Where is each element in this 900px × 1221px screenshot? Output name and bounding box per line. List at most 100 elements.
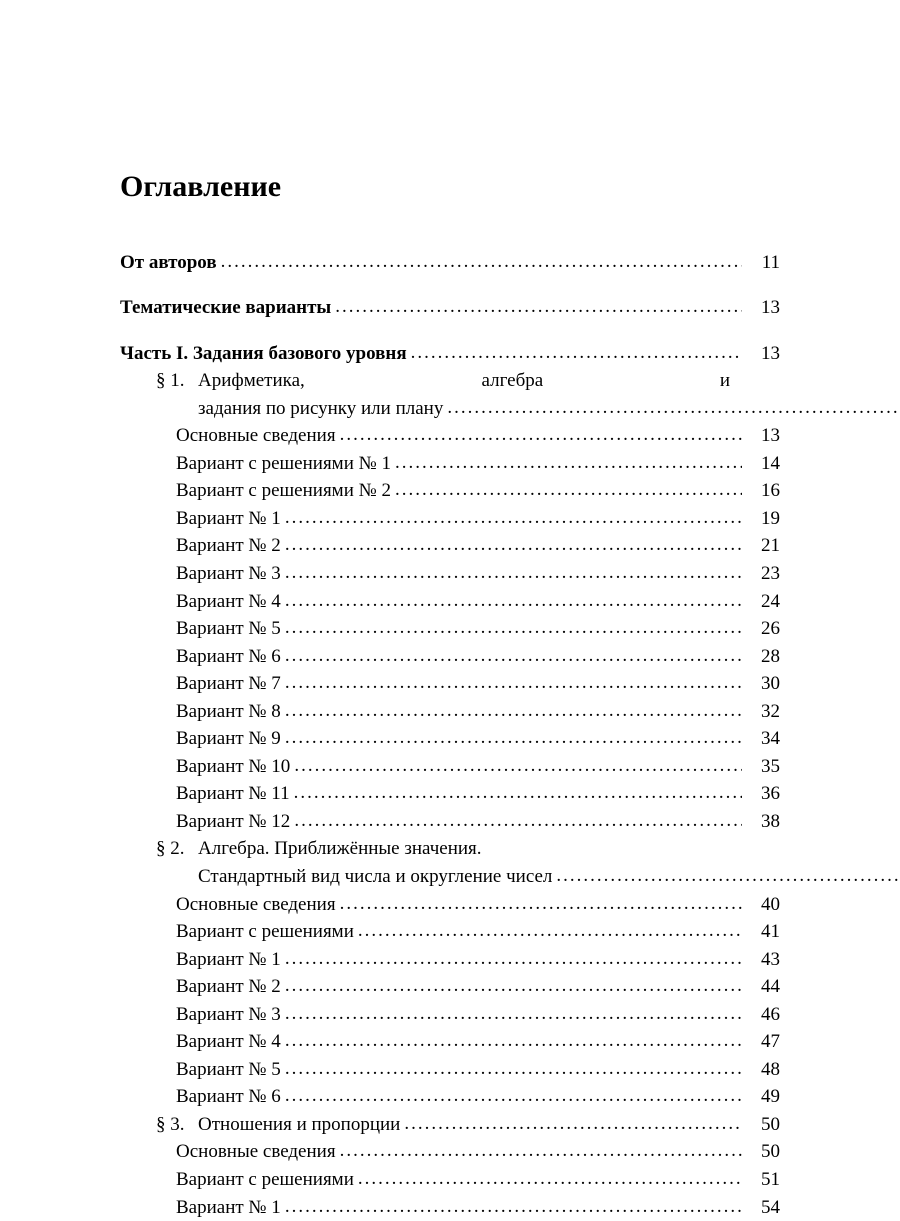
dot-leader: [285, 587, 742, 615]
dot-leader: [556, 862, 900, 890]
toc-page: 32: [746, 698, 780, 726]
toc-entry: Вариант № 3 23: [120, 560, 780, 588]
toc-label: Вариант № 3: [176, 1001, 281, 1029]
toc-page: 13: [746, 294, 780, 322]
dot-leader: [285, 504, 742, 532]
toc-entry: Вариант № 1238: [120, 808, 780, 836]
toc-entry: Вариант № 934: [120, 725, 780, 753]
section-line1: Арифметика, алгебра и геометрия. Практич…: [198, 367, 900, 395]
dot-leader: [285, 531, 742, 559]
toc-label: Вариант № 7: [176, 670, 281, 698]
toc-label: Вариант с решениями № 1: [176, 450, 391, 478]
toc-section: § 2. Алгебра. Приближённые значения. Ста…: [120, 835, 780, 890]
toc-page: 28: [746, 643, 780, 671]
toc-entry: Вариант № 6 49: [120, 1083, 780, 1111]
toc-entry: Вариант № 8 32: [120, 698, 780, 726]
toc-label: Вариант № 1: [176, 1194, 281, 1221]
dot-leader: [395, 476, 742, 504]
dot-leader: [285, 945, 742, 973]
dot-leader: [447, 394, 900, 422]
toc-label: Вариант № 2: [176, 532, 281, 560]
toc-page: 54: [746, 1194, 780, 1221]
dot-leader: [340, 1137, 742, 1165]
dot-leader: [285, 1055, 742, 1083]
toc-page: 43: [746, 946, 780, 974]
section-symbol: § 3.: [156, 1111, 198, 1139]
toc-label: Тематические варианты: [120, 294, 331, 322]
section-symbol: § 2.: [156, 835, 198, 863]
toc-page: 47: [746, 1028, 780, 1056]
section-line2: Стандартный вид числа и округление чисел: [198, 863, 552, 891]
toc-label: Вариант № 1: [176, 946, 281, 974]
toc-page: 49: [746, 1083, 780, 1111]
toc-label: Вариант № 12: [176, 808, 290, 836]
section-symbol: § 1.: [156, 367, 198, 395]
dot-leader: [285, 697, 742, 725]
toc-label: Вариант № 4: [176, 588, 281, 616]
toc-section: § 3. Отношения и пропорции 50: [120, 1111, 780, 1139]
toc-entry: Вариант с решениями51: [120, 1166, 780, 1194]
toc-entry: Вариант № 6 28: [120, 643, 780, 671]
toc-page: 35: [746, 753, 780, 781]
section-line2: задания по рисунку или плану: [198, 395, 443, 423]
toc-page: 46: [746, 1001, 780, 1029]
toc-label: Вариант № 6: [176, 1083, 281, 1111]
toc-label: Вариант № 8: [176, 698, 281, 726]
toc-entry: Вариант № 244: [120, 973, 780, 1001]
toc-entry: Вариант с решениями 41: [120, 918, 780, 946]
toc-page: 14: [746, 450, 780, 478]
dot-leader: [285, 972, 742, 1000]
dot-leader: [221, 248, 742, 276]
section-line1: Алгебра. Приближённые значения.: [198, 835, 900, 863]
toc-label: Вариант № 3: [176, 560, 281, 588]
toc-entry: Основные сведения 40: [120, 891, 780, 919]
toc-entry: Вариант № 5 48: [120, 1056, 780, 1084]
dot-leader: [395, 449, 742, 477]
dot-leader: [335, 293, 742, 321]
toc-entry: Вариант с решениями № 1 14: [120, 450, 780, 478]
toc-page: 48: [746, 1056, 780, 1084]
toc-page: 34: [746, 725, 780, 753]
toc-section: § 1. Арифметика, алгебра и геометрия. Пр…: [120, 367, 780, 422]
toc-entry: Основные сведения13: [120, 422, 780, 450]
toc-label: Вариант № 11: [176, 780, 290, 808]
toc-page: 41: [746, 918, 780, 946]
toc-page: 50: [746, 1138, 780, 1166]
dot-leader: [285, 1000, 742, 1028]
toc-page: 13: [746, 422, 780, 450]
dot-leader: [285, 1082, 742, 1110]
toc-entry: Вариант № 221: [120, 532, 780, 560]
toc-entry: Вариант № 1 54: [120, 1194, 780, 1221]
dot-leader: [285, 642, 742, 670]
toc-page: 19: [746, 505, 780, 533]
toc-label: Вариант с решениями: [176, 918, 354, 946]
toc-page: 16: [746, 477, 780, 505]
toc-entry: Вариант № 1 43: [120, 946, 780, 974]
toc-label: Вариант № 6: [176, 643, 281, 671]
toc-entry: Часть I. Задания базового уровня 13: [120, 340, 780, 368]
toc-label: Вариант с решениями № 2: [176, 477, 391, 505]
toc-entry: Основные сведения50: [120, 1138, 780, 1166]
toc-entry: От авторов 11: [120, 249, 780, 277]
toc-entry: Вариант № 1035: [120, 753, 780, 781]
dot-leader: [411, 339, 742, 367]
toc-label: Основные сведения: [176, 891, 336, 919]
toc-page: 40: [746, 891, 780, 919]
toc-page: 44: [746, 973, 780, 1001]
toc-label: Вариант № 5: [176, 1056, 281, 1084]
toc-label: Вариант № 4: [176, 1028, 281, 1056]
toc-entry: Вариант № 3 46: [120, 1001, 780, 1029]
dot-leader: [294, 807, 742, 835]
dot-leader: [340, 890, 742, 918]
dot-leader: [358, 917, 742, 945]
toc-label: Вариант № 5: [176, 615, 281, 643]
dot-leader: [285, 559, 742, 587]
toc-entry: Вариант № 1136: [120, 780, 780, 808]
toc-label: Часть I. Задания базового уровня: [120, 340, 407, 368]
dot-leader: [285, 1027, 742, 1055]
toc-page: 23: [746, 560, 780, 588]
toc-label: Вариант № 1: [176, 505, 281, 533]
toc-label: От авторов: [120, 249, 217, 277]
toc-entry: Вариант № 4 47: [120, 1028, 780, 1056]
dot-leader: [285, 614, 742, 642]
